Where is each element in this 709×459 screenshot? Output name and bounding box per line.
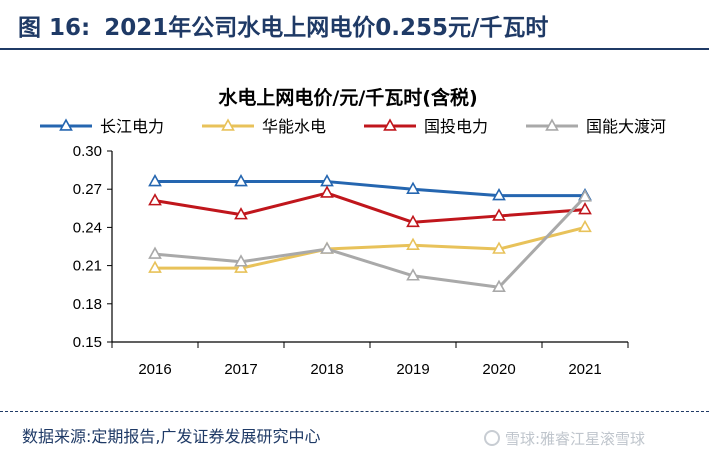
data-point — [234, 173, 248, 187]
data-point — [578, 189, 592, 202]
data-point — [578, 201, 592, 215]
legend-label: 国能大渡河 — [586, 117, 666, 136]
data-point — [492, 241, 506, 254]
legend-marker — [545, 118, 559, 131]
legend-marker — [221, 118, 235, 131]
data-point — [406, 237, 420, 250]
series-3 — [148, 185, 592, 228]
figure-source: 数据来源:定期报告,广发证券发展研究中心 — [22, 427, 321, 446]
series-line — [154, 195, 587, 289]
x-tick-label: 2019 — [396, 361, 429, 378]
series-1 — [148, 173, 592, 201]
axes: 0.30 0.27 0.24 0.21 0.18 0.15 2016 2017 2018 2019… — [73, 143, 629, 378]
legend-item: 华能水电 — [202, 117, 326, 136]
watermark: 雪球:雅睿江星滚雪球 — [484, 426, 645, 450]
data-point — [148, 193, 162, 206]
legend-label: 长江电力 — [100, 117, 164, 136]
y-tick-label: 0.21 — [73, 258, 102, 275]
data-point — [492, 279, 506, 293]
x-tick-label: 2021 — [568, 361, 601, 378]
data-point — [320, 241, 334, 254]
watermark-text: 雪球:雅睿江星滚雪球 — [505, 429, 646, 448]
data-point — [578, 219, 592, 233]
x-tick-label: 2017 — [224, 361, 257, 378]
data-point — [492, 208, 506, 221]
data-point — [234, 254, 248, 267]
legend-item: 国投电力 — [364, 117, 488, 136]
series-line — [155, 225, 586, 270]
series-group — [148, 173, 592, 293]
figure-label: 图 16: — [18, 15, 91, 41]
data-point — [148, 260, 162, 273]
y-tick-label: 0.15 — [73, 334, 102, 351]
y-tick-label: 0.24 — [73, 219, 102, 236]
series-4 — [148, 189, 592, 293]
series-line — [155, 180, 585, 198]
legend-item: 国能大渡河 — [526, 117, 666, 136]
data-point — [406, 181, 420, 194]
legend-marker — [383, 118, 397, 131]
legend-item: 长江电力 — [40, 117, 164, 136]
snowball-icon — [484, 430, 500, 446]
data-point — [406, 214, 420, 228]
figure-title: 2021年公司水电上网电价0.255元/千瓦时 — [104, 15, 549, 41]
figure-header: 图 16: 2021年公司水电上网电价0.255元/千瓦时 — [18, 2, 708, 48]
chart-title: 水电上网电价/元/千瓦时(含税) — [218, 86, 477, 109]
data-point — [148, 246, 162, 259]
data-point — [234, 260, 248, 273]
legend-label: 国投电力 — [424, 117, 488, 136]
y-tick-label: 0.18 — [73, 296, 102, 313]
data-point — [492, 187, 506, 201]
y-tick-label: 0.27 — [73, 181, 102, 198]
legend: 长江电力 华能水电 国投电力 国能大渡河 — [40, 117, 666, 136]
series-line — [154, 191, 586, 224]
x-tick-label: 2020 — [482, 361, 515, 378]
header-rule — [0, 48, 709, 50]
footer-rule — [0, 411, 709, 412]
data-point — [148, 173, 162, 187]
series-2 — [148, 219, 592, 273]
y-tick-label: 0.30 — [73, 143, 102, 160]
data-point — [406, 268, 420, 281]
data-point — [234, 207, 248, 220]
legend-label: 华能水电 — [262, 117, 326, 136]
x-tick-label: 2018 — [310, 361, 343, 378]
x-tick-label: 2016 — [138, 361, 171, 378]
data-point — [320, 185, 334, 198]
legend-marker — [59, 118, 73, 131]
